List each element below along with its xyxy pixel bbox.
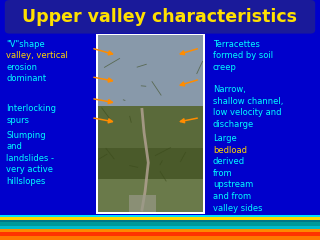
Bar	[0, 215, 320, 217]
Text: discharge: discharge	[213, 120, 254, 129]
Text: dominant: dominant	[6, 74, 46, 83]
Text: Narrow,: Narrow,	[213, 85, 246, 94]
Text: upstream: upstream	[213, 180, 253, 190]
Text: Terracettes: Terracettes	[213, 40, 260, 49]
Bar	[0, 229, 320, 232]
Text: valley sides: valley sides	[213, 204, 262, 213]
Text: and from: and from	[213, 192, 251, 201]
Text: creep: creep	[213, 63, 237, 72]
Bar	[129, 195, 156, 212]
Text: landslides -: landslides -	[6, 154, 54, 163]
Text: bedload: bedload	[213, 146, 247, 155]
FancyBboxPatch shape	[5, 0, 315, 34]
Text: hillslopes: hillslopes	[6, 177, 46, 186]
Text: "V"shape: "V"shape	[6, 40, 45, 49]
Text: low velocity and: low velocity and	[213, 108, 281, 117]
Bar	[98, 106, 203, 150]
Bar	[0, 236, 320, 240]
Bar	[0, 232, 320, 236]
Bar	[98, 179, 203, 212]
Text: derived: derived	[213, 157, 245, 167]
Text: very active: very active	[6, 165, 53, 174]
Text: Interlocking: Interlocking	[6, 104, 56, 114]
Text: from: from	[213, 169, 232, 178]
Bar	[98, 35, 203, 106]
Text: Large: Large	[213, 134, 236, 144]
Text: shallow channel,: shallow channel,	[213, 97, 283, 106]
Bar	[0, 226, 320, 229]
Text: Upper valley characteristics: Upper valley characteristics	[22, 8, 298, 26]
Text: and: and	[6, 142, 22, 151]
Bar	[96, 34, 205, 214]
Bar	[0, 220, 320, 222]
Text: valley, vertical: valley, vertical	[6, 51, 68, 60]
Text: spurs: spurs	[6, 116, 29, 125]
Bar	[0, 222, 320, 226]
Bar	[0, 217, 320, 220]
Bar	[98, 149, 203, 180]
Text: Slumping: Slumping	[6, 131, 46, 140]
Text: erosion: erosion	[6, 63, 37, 72]
Text: formed by soil: formed by soil	[213, 51, 273, 60]
